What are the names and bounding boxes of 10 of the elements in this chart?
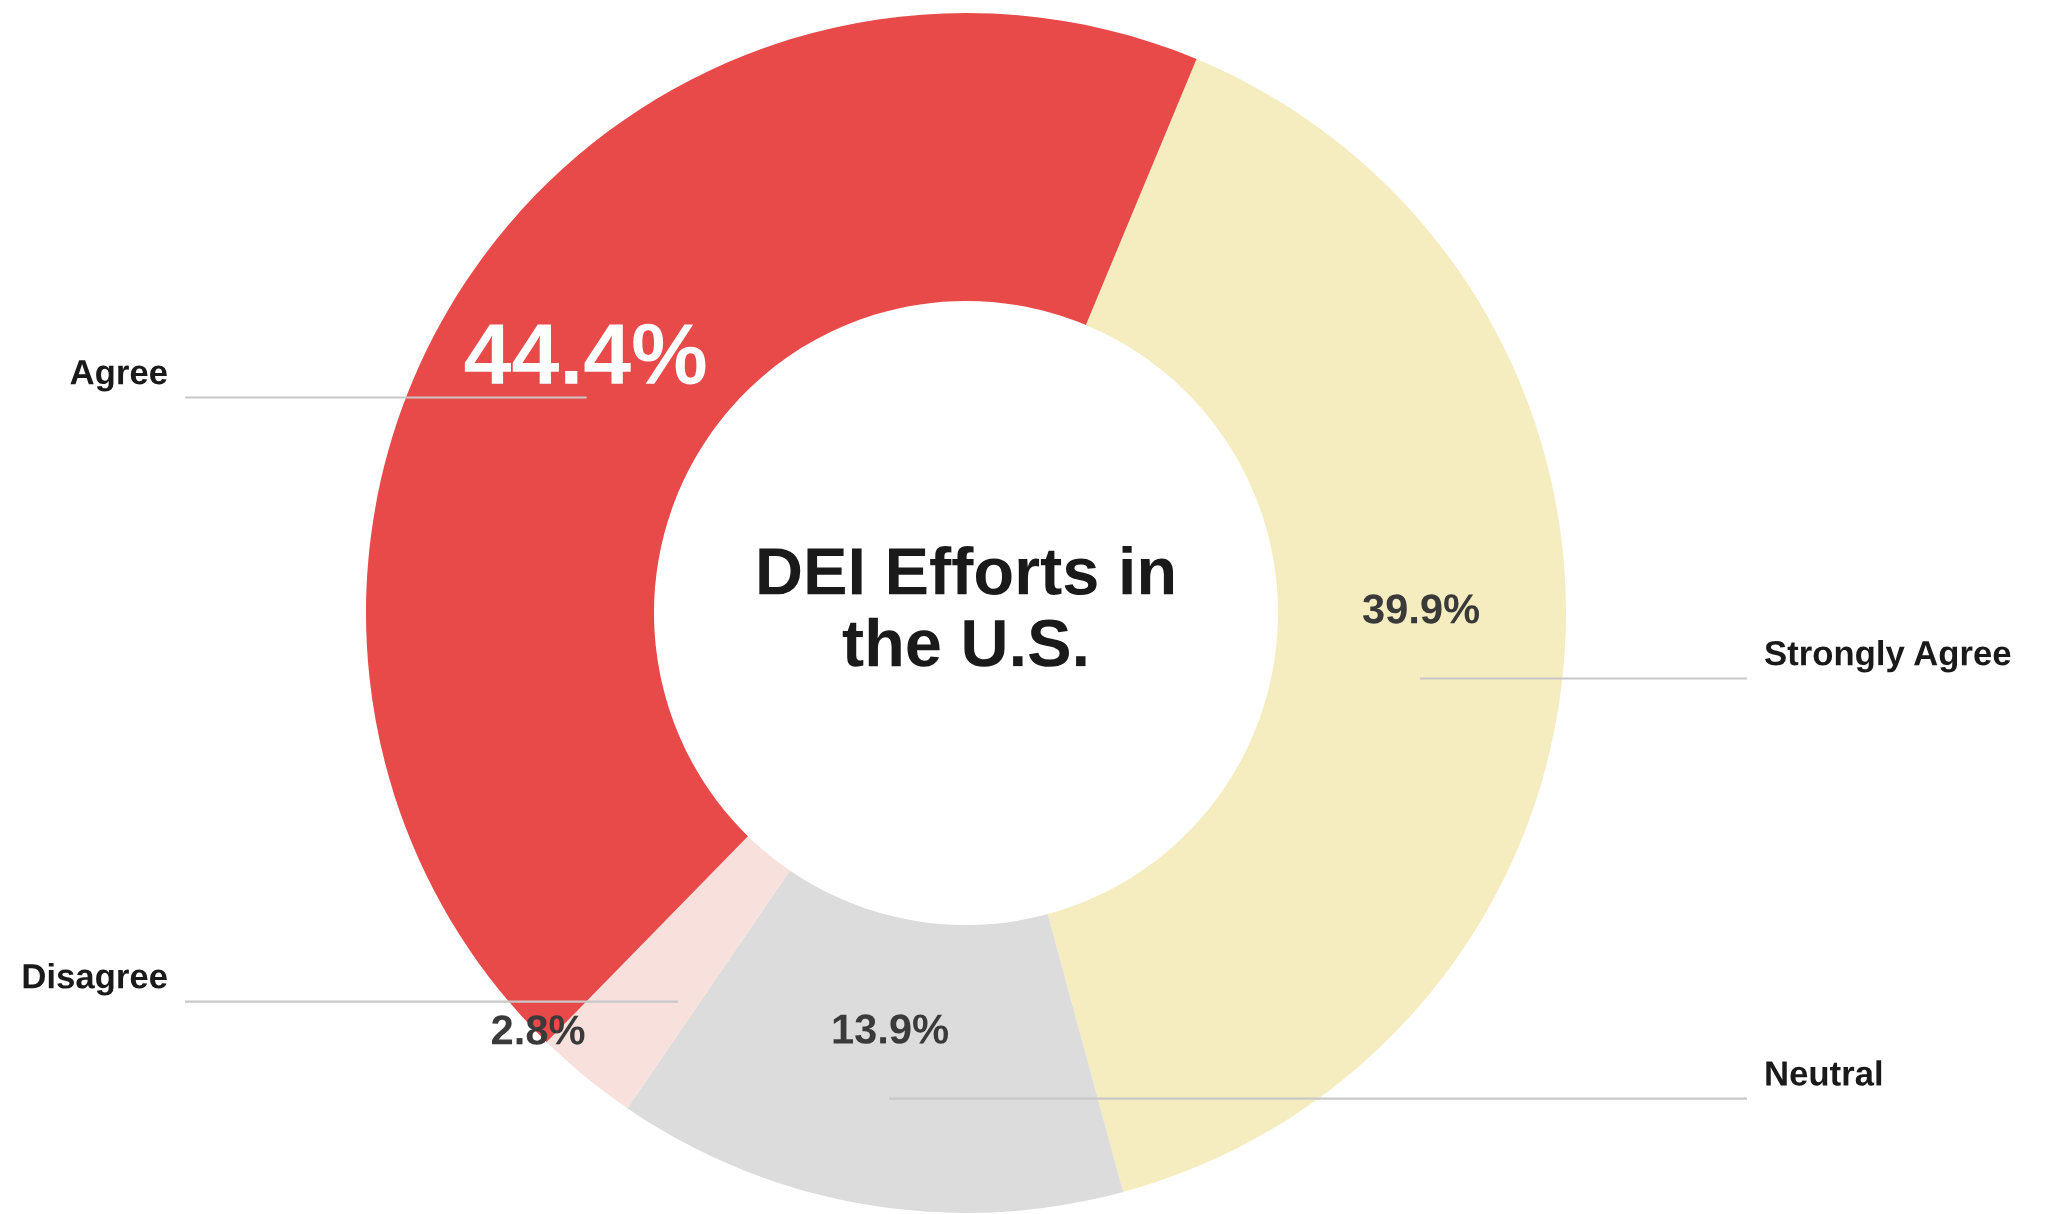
donut-slice — [627, 870, 1124, 1213]
data-label: 13.9% — [833, 1014, 949, 1044]
slice-label: Neutral — [1766, 1060, 1882, 1086]
donut-slice — [366, 13, 1197, 1043]
data-label: 39.9% — [1362, 594, 1480, 624]
slice-label: Strongly Agree — [1765, 639, 2011, 673]
text: DEI Efforts in the U.S. — [759, 546, 1173, 667]
data-label: 44.4% — [464, 323, 706, 385]
slice-label: Agree — [70, 360, 167, 392]
slice-label: Disagree — [23, 963, 167, 996]
